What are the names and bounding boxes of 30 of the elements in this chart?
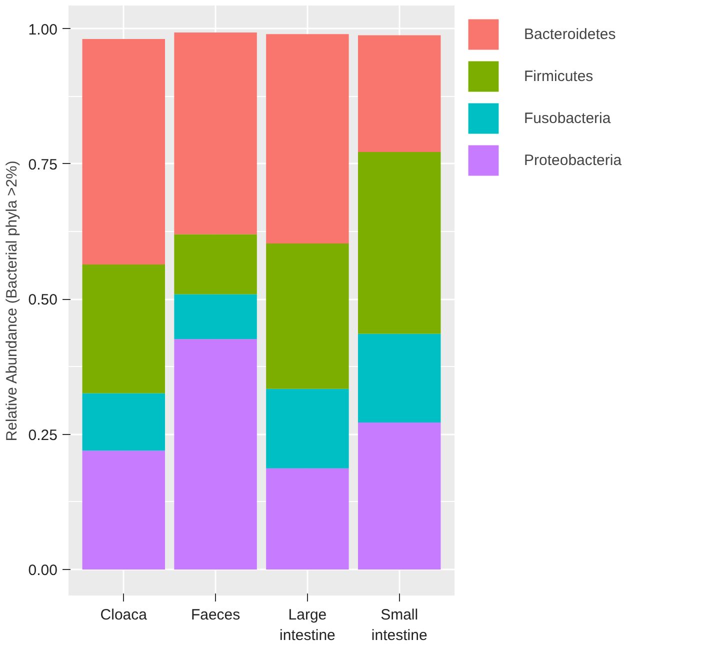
- bar: [174, 294, 257, 340]
- bar: [266, 468, 349, 570]
- y-tick-label: 0.25: [28, 426, 58, 444]
- bar: [174, 339, 257, 570]
- x-tick-label: Cloaca: [100, 606, 148, 624]
- bar: [358, 152, 441, 334]
- legend-label: Proteobacteria: [524, 152, 622, 168]
- bar: [266, 34, 349, 244]
- y-tick-label: 0.00: [28, 562, 58, 580]
- bar: [358, 422, 441, 570]
- bar: [266, 243, 349, 389]
- y-tick-label: 1.00: [28, 21, 58, 38]
- bar: [82, 450, 165, 570]
- bar: [174, 234, 257, 294]
- legend-label: Firmicutes: [524, 68, 594, 84]
- bar: [358, 35, 441, 152]
- x-tick-label: Faeces: [190, 606, 240, 624]
- bar: [82, 39, 165, 265]
- legend-label: Bacteroidetes: [524, 26, 616, 42]
- bar: [82, 264, 165, 394]
- bar: [266, 388, 349, 468]
- y-tick-label: 0.50: [28, 292, 58, 309]
- bar: [358, 334, 441, 422]
- bar: [82, 393, 165, 451]
- legend-label: Fusobacteria: [524, 110, 611, 126]
- y-axis-title: Relative Abundance (Bacterial phyla >2%): [3, 160, 20, 442]
- x-tick-label: Large intestine: [280, 606, 336, 644]
- y-tick-label: 0.75: [28, 156, 58, 174]
- x-tick-label: Small intestine: [371, 606, 428, 644]
- bar: [174, 32, 257, 234]
